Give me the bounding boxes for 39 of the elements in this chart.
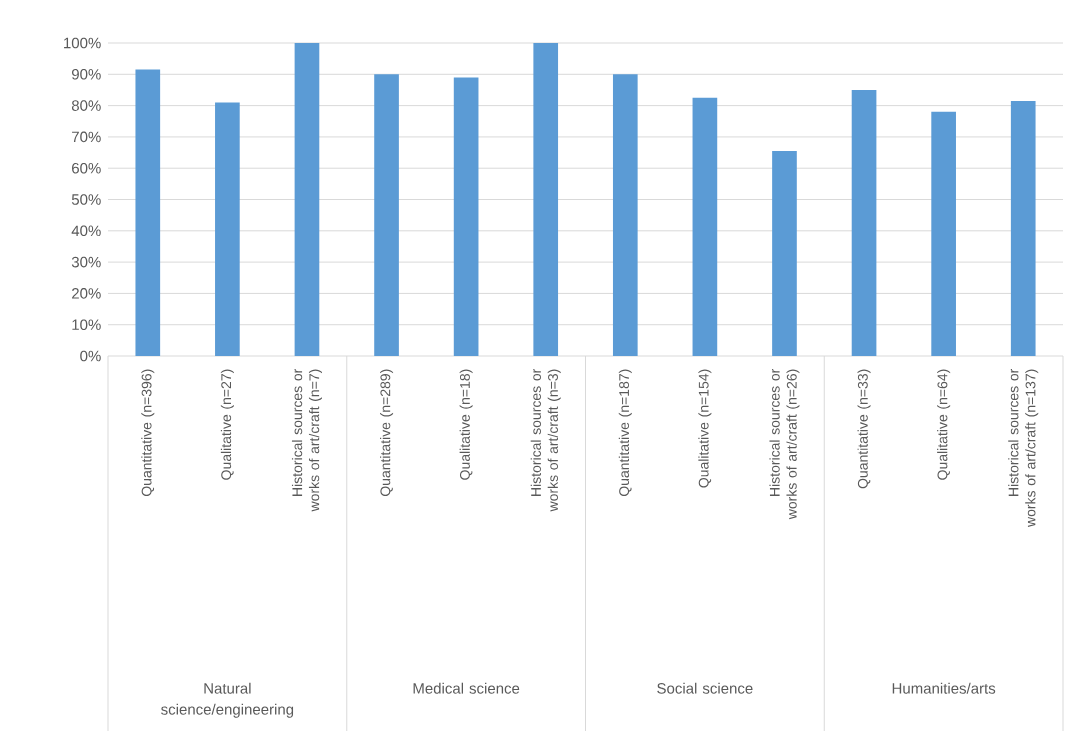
y-tick-label: 20% xyxy=(72,288,101,299)
y-tick-label: 50% xyxy=(71,194,101,205)
x-tick-label: Qualitative (n=64) xyxy=(937,369,951,480)
y-tick-label: 90% xyxy=(71,69,101,80)
text: Medical science xyxy=(413,682,520,694)
y-tick-label: 30% xyxy=(71,256,101,268)
y-tick-label: 10% xyxy=(72,319,101,331)
y-tick-label: 100% xyxy=(64,37,101,49)
x-tick-label: Historical sources or works of art/craft (n=137) xyxy=(1008,368,1039,528)
bar xyxy=(135,69,161,357)
x-tick-label: Historical sources or works of art/craft (n=3) xyxy=(530,368,561,512)
bar xyxy=(931,111,956,357)
x-tick-label: Qualitative (n=27) xyxy=(220,369,234,480)
bar xyxy=(533,43,559,357)
x-tick-label: Quantitative (n=187) xyxy=(618,369,632,497)
x-tick-label: Qualitative (n=18) xyxy=(459,369,473,480)
x-tick-label: Qualitative (n=154) xyxy=(698,369,712,488)
bar xyxy=(772,150,797,357)
text: Humanities/arts xyxy=(892,682,996,694)
bar xyxy=(612,74,638,357)
x-tick-label: Quantitative (n=396) xyxy=(141,369,155,497)
bar xyxy=(692,97,718,357)
x-tick-label: Quantitative (n=33) xyxy=(857,369,871,489)
y-tick-label: 0% xyxy=(80,350,101,362)
text: Social science xyxy=(657,682,753,694)
bar xyxy=(1010,100,1036,357)
x-tick-label: Historical sources or works of art/craft (n=7) xyxy=(291,368,322,512)
bar xyxy=(453,77,479,357)
text: Natural science/engineering xyxy=(161,682,294,718)
x-tick-label: Quantitative (n=289) xyxy=(380,369,394,497)
y-tick-label: 70% xyxy=(72,131,101,143)
y-tick-label: 40% xyxy=(71,225,101,237)
bar xyxy=(851,89,877,357)
y-tick-label: 80% xyxy=(71,100,101,111)
bar xyxy=(294,43,320,357)
y-tick-label: 60% xyxy=(72,162,101,174)
x-tick-label: Historical sources or works of art/craft (n=26) xyxy=(769,368,800,520)
bar xyxy=(215,102,240,357)
bar xyxy=(374,74,399,357)
